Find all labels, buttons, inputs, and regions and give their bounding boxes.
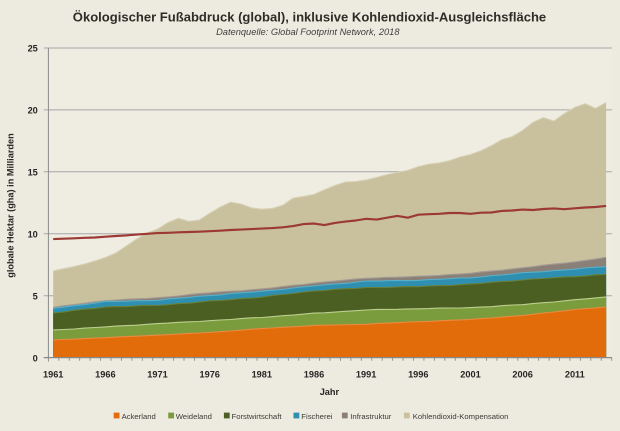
svg-text:Weideland: Weideland	[176, 412, 212, 421]
svg-text:25: 25	[28, 44, 38, 54]
svg-text:2006: 2006	[512, 369, 532, 379]
svg-text:globale Hektar (gha) in Millia: globale Hektar (gha) in Milliarden	[6, 133, 16, 278]
svg-text:Datenquelle: Global Footprint: Datenquelle: Global Footprint Network, 2…	[216, 27, 400, 37]
svg-text:1976: 1976	[199, 369, 219, 379]
svg-text:1971: 1971	[147, 369, 167, 379]
svg-text:15: 15	[28, 168, 38, 178]
svg-text:Forstwirtschaft: Forstwirtschaft	[232, 412, 283, 421]
svg-text:Ökologischer Fußabdruck (globa: Ökologischer Fußabdruck (global), inklus…	[73, 10, 546, 25]
svg-text:2001: 2001	[460, 369, 480, 379]
svg-text:10: 10	[28, 230, 38, 240]
svg-text:Jahr: Jahr	[320, 387, 340, 397]
svg-text:1991: 1991	[356, 369, 376, 379]
svg-text:1981: 1981	[252, 369, 272, 379]
svg-text:Ackerland: Ackerland	[122, 412, 156, 421]
svg-text:Fischerei: Fischerei	[301, 412, 332, 421]
svg-text:1986: 1986	[304, 369, 324, 379]
svg-text:Infrastruktur: Infrastruktur	[350, 412, 391, 421]
svg-text:2011: 2011	[565, 369, 585, 379]
svg-text:1996: 1996	[408, 369, 428, 379]
svg-text:20: 20	[28, 106, 38, 116]
svg-text:1961: 1961	[43, 369, 63, 379]
svg-text:Kohlendioxid-Kompensation: Kohlendioxid-Kompensation	[413, 412, 509, 421]
svg-text:1966: 1966	[95, 369, 115, 379]
svg-text:5: 5	[33, 291, 38, 301]
svg-text:0: 0	[33, 353, 38, 363]
